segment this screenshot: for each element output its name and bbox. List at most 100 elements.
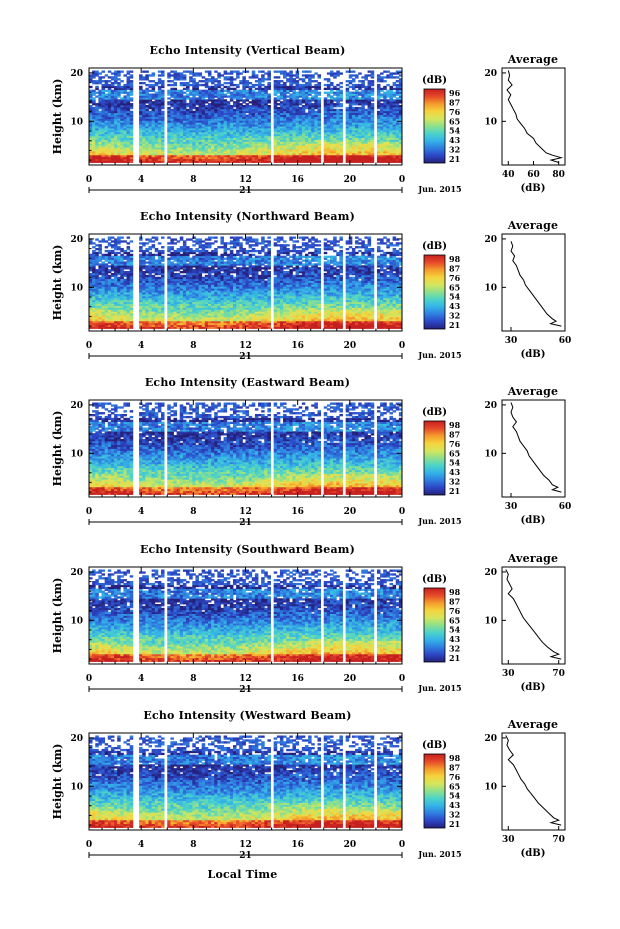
colorbar-tick-label: 43 [449,135,461,145]
colorbar [423,88,446,164]
y-axis-label: Height (km) [51,245,64,321]
colorbar-tick-label: 32 [449,810,460,820]
avg-x-tick-label: 60 [527,170,540,180]
avg-x-tick-label: 30 [502,835,515,845]
colorbar-unit: (dB) [422,241,447,252]
colorbar-tick-label: 98 [449,420,461,430]
panel-4: Echo Intensity (Southward Beam) 20 10 Heigh… [51,543,566,695]
avg-x-label: (dB) [521,515,546,526]
avg-x-tick-label: 70 [552,835,565,845]
x-tick-label: 16 [291,674,304,684]
x-tick-label: 0 [86,507,92,517]
x-tick-label: 0 [86,674,92,684]
colorbar-tick-label: 54 [449,292,461,302]
panel-2: Echo Intensity (Northward Beam) 20 10 Heigh… [51,210,571,362]
colorbar [423,587,446,663]
average-profile-line [510,402,562,493]
colorbar-tick-label: 65 [449,781,460,791]
colorbar-tick-label: 87 [449,596,460,606]
colorbar [423,254,446,330]
day-label: 21 [239,518,252,528]
y-tick-label: 20 [70,69,83,79]
avg-y-tick-label: 20 [484,734,497,744]
colorbar-tick-label: 87 [449,762,460,772]
colorbar-tick-label: 32 [449,311,460,321]
colorbar-tick-label: 65 [449,282,460,292]
colorbar [423,753,446,829]
colorbar-tick-label: 32 [449,477,460,487]
intensity-heatmap [89,735,403,828]
avg-x-tick-label: 60 [559,336,572,346]
colorbar-tick-label: 65 [449,615,460,625]
x-tick-label: 8 [190,674,196,684]
colorbar-tick-label: 76 [449,273,461,283]
x-tick-label: 4 [138,341,144,351]
avg-x-tick-label: 30 [505,502,518,512]
x-tick-label: 12 [239,840,252,850]
y-tick-label: 10 [70,782,83,792]
colorbar-tick-label: 87 [449,263,460,273]
x-tick-label: 20 [344,674,357,684]
intensity-heatmap [89,70,403,163]
colorbar [423,420,446,496]
avg-x-tick-label: 80 [552,170,565,180]
y-tick-label: 20 [70,734,83,744]
panel-1: Echo Intensity (Vertical Beam) 20 10 Height… [51,44,566,196]
colorbar-tick-label: 54 [449,625,461,635]
y-axis-label: Height (km) [51,411,64,487]
panel-title: Echo Intensity (Southward Beam) [140,543,355,556]
colorbar-tick-label: 32 [449,644,460,654]
x-tick-label: 12 [239,175,252,185]
x-tick-label: 8 [190,341,196,351]
x-tick-label: 20 [344,341,357,351]
y-axis-label: Height (km) [51,79,64,155]
avg-y-tick-label: 20 [484,69,497,79]
avg-x-label: (dB) [521,183,546,194]
average-frame [501,399,566,498]
day-label: 21 [239,851,252,861]
x-tick-label: 0 [86,175,92,185]
month-label: Jun. 2015 [417,683,461,693]
month-label: Jun. 2015 [417,350,461,360]
colorbar-tick-label: 43 [449,301,461,311]
panel-title: Echo Intensity (Northward Beam) [140,210,355,223]
colorbar-tick-label: 76 [449,772,461,782]
avg-x-label: (dB) [521,848,546,859]
x-tick-label: 16 [291,840,304,850]
colorbar-tick-label: 21 [449,320,460,330]
avg-x-tick-label: 60 [559,502,572,512]
x-tick-label: 16 [291,341,304,351]
colorbar-unit: (dB) [422,740,447,751]
avg-y-tick-label: 10 [484,283,497,293]
avg-x-label: (dB) [521,349,546,360]
y-tick-label: 20 [70,235,83,245]
colorbar-tick-label: 43 [449,800,461,810]
average-profile-line [506,70,564,163]
y-tick-label: 20 [70,568,83,578]
x-tick-label: 16 [291,175,304,185]
colorbar-tick-label: 87 [449,97,460,107]
average-title: Average [507,219,559,232]
x-tick-label: 4 [138,507,144,517]
average-title: Average [507,385,559,398]
avg-y-tick-label: 20 [484,568,497,578]
colorbar-tick-label: 21 [449,486,460,496]
y-tick-label: 10 [70,449,83,459]
y-tick-label: 10 [70,616,83,626]
x-tick-label: 8 [190,840,196,850]
avg-x-label: (dB) [521,682,546,693]
colorbar-tick-label: 54 [449,458,461,468]
x-tick-label: 8 [190,507,196,517]
day-label: 21 [239,186,252,196]
x-axis-label: Local Time [208,868,278,881]
avg-y-tick-label: 10 [484,782,497,792]
colorbar-unit: (dB) [422,75,447,86]
panel-title: Echo Intensity (Westward Beam) [143,709,351,722]
day-label: 21 [239,352,252,362]
avg-y-tick-label: 10 [484,616,497,626]
panel-title: Echo Intensity (Vertical Beam) [149,44,345,57]
average-title: Average [507,718,559,731]
colorbar-tick-label: 54 [449,126,461,136]
intensity-heatmap [89,236,403,329]
x-tick-label: 0 [399,175,405,185]
